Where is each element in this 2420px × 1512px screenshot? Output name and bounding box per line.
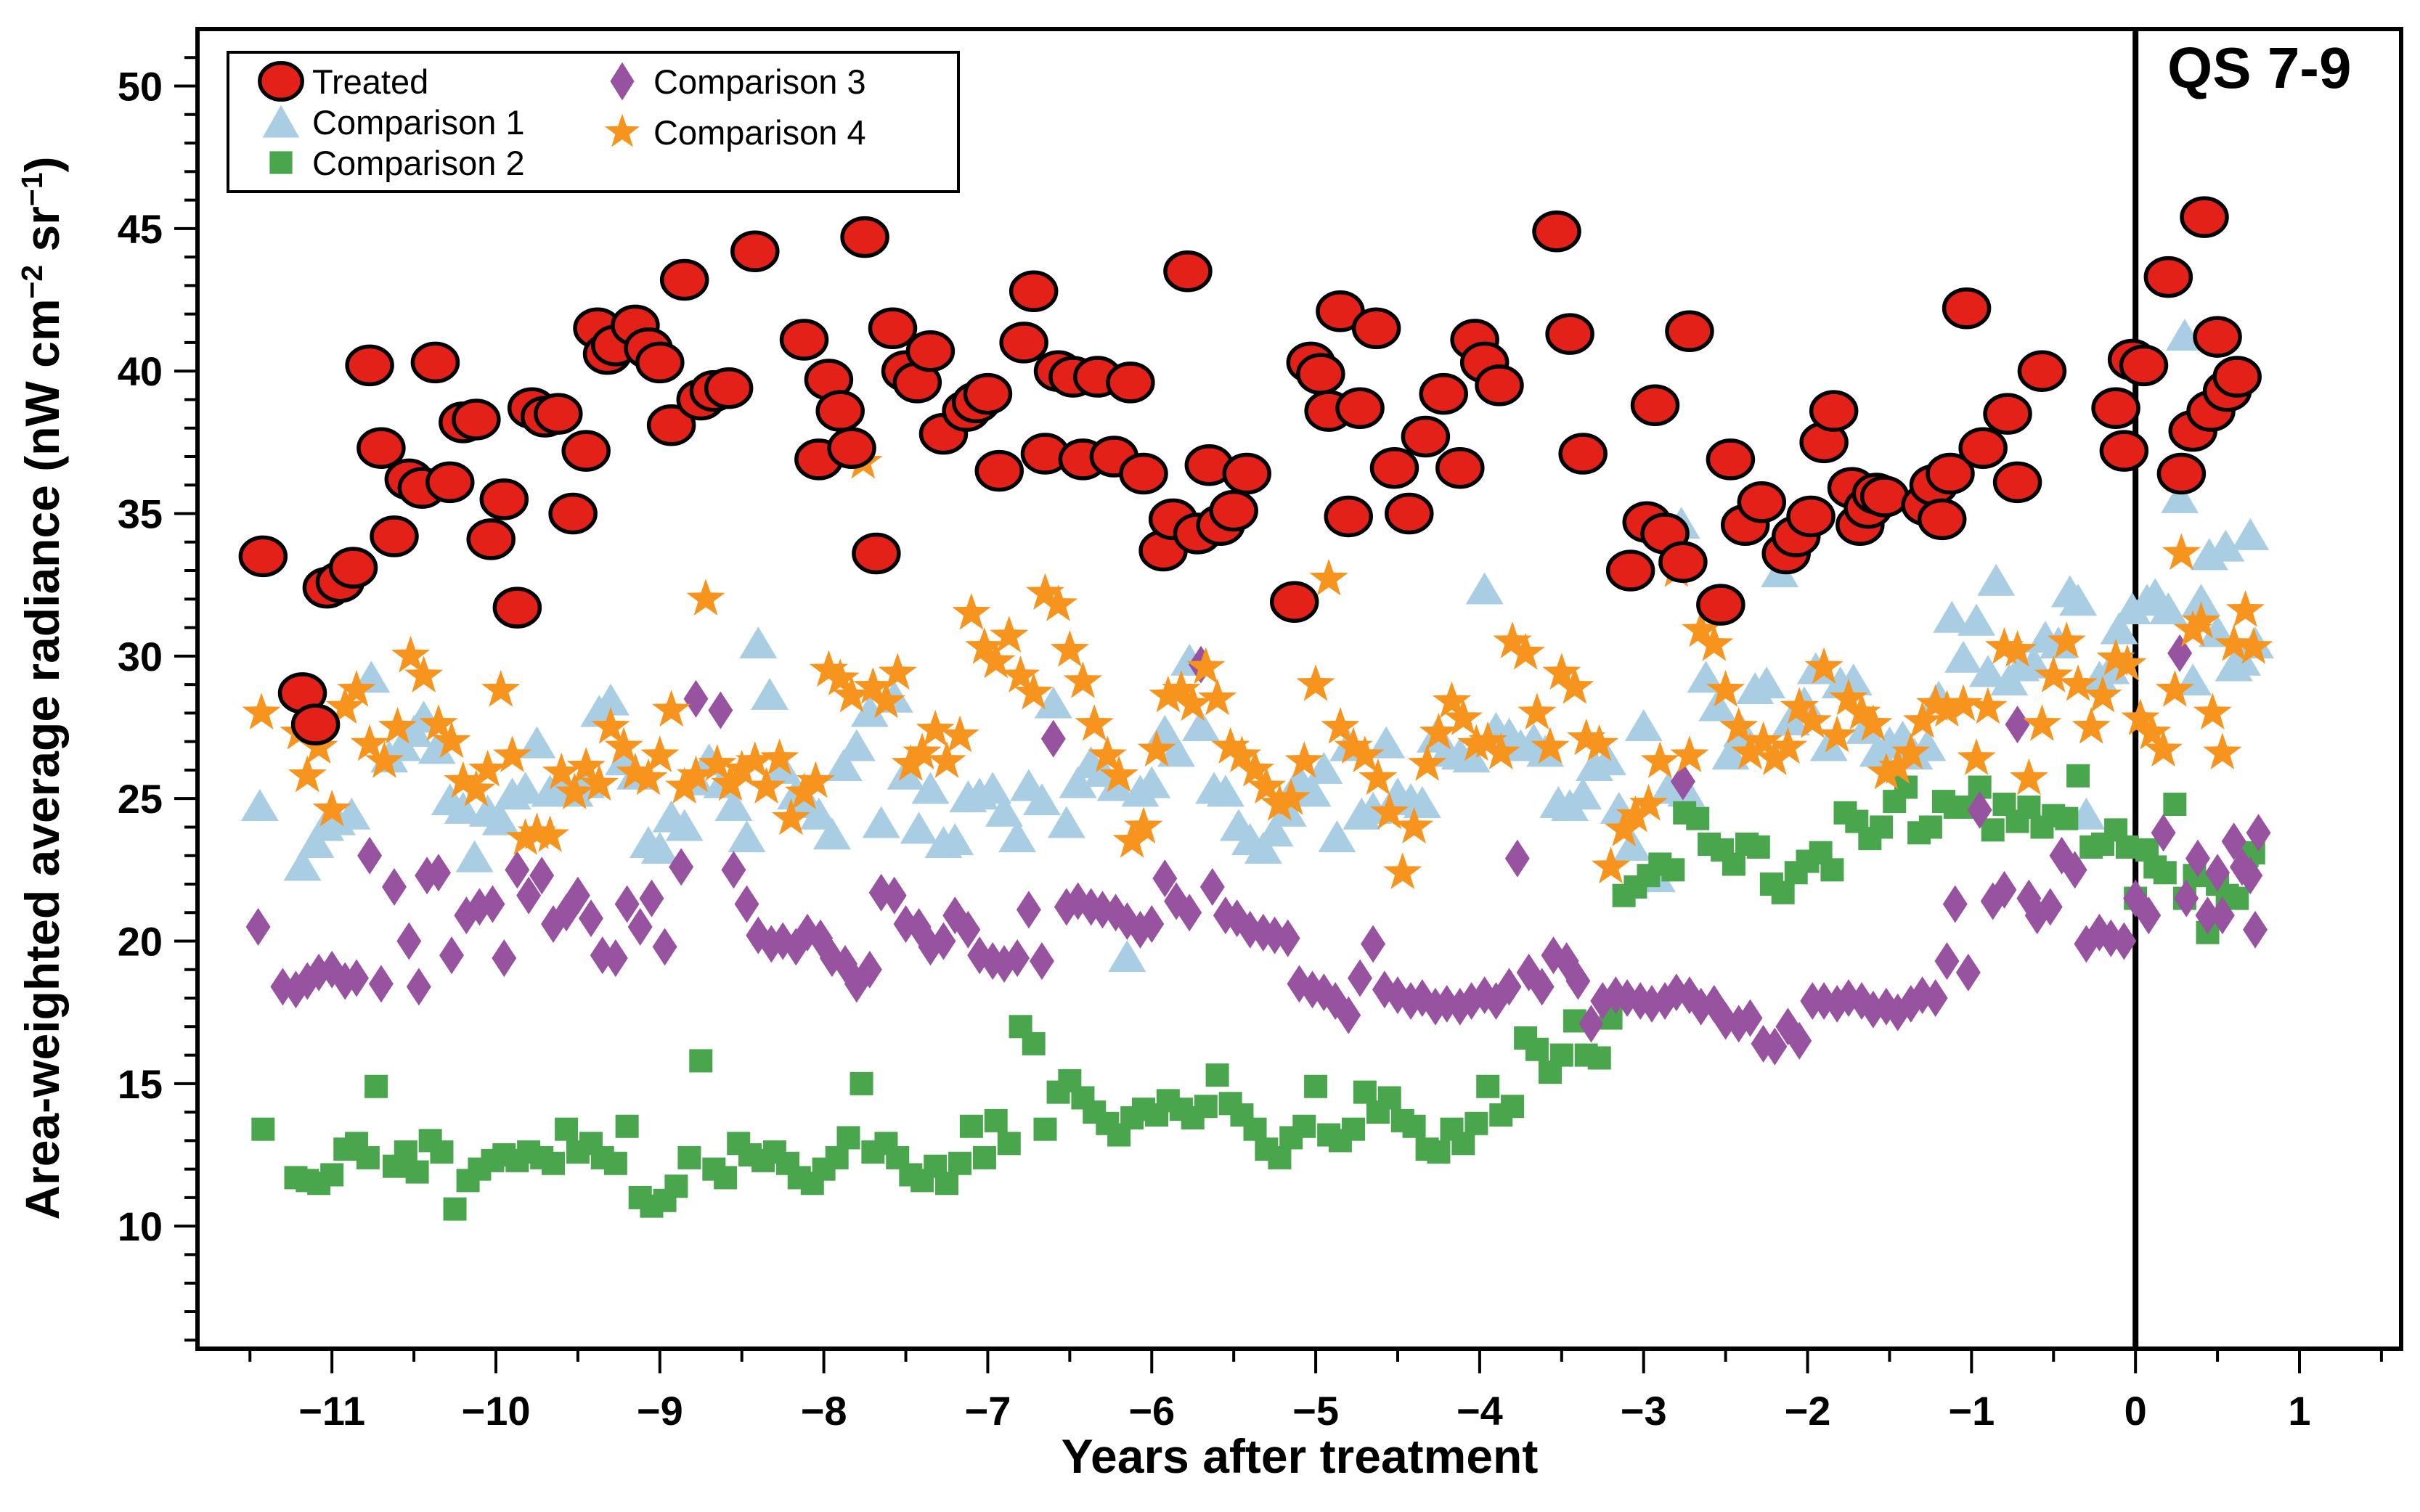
svg-text:0: 0: [2124, 1388, 2147, 1434]
axis-ticks: [174, 56, 2383, 1373]
legend-label: Comparison 2: [312, 143, 525, 182]
series-comparison-4: [242, 441, 2273, 889]
svg-text:50: 50: [118, 64, 163, 110]
x-tick-labels: −11 −10 −9 −8 −7 −6 −5 −4 −3 −2 −1 0 1: [298, 1388, 2310, 1434]
legend-label: Comparison 3: [653, 62, 866, 101]
svg-text:−9: −9: [637, 1388, 683, 1434]
svg-text:−4: −4: [1457, 1388, 1503, 1434]
series-comparison-3: [245, 634, 2271, 1066]
svg-text:20: 20: [118, 919, 163, 965]
legend-item-comparison-4: Comparison 4: [591, 112, 957, 152]
svg-text:−8: −8: [801, 1388, 847, 1434]
svg-text:−1: −1: [1948, 1388, 1995, 1434]
svg-text:45: 45: [118, 206, 163, 252]
legend-label: Treated: [312, 62, 429, 101]
svg-text:1: 1: [2288, 1388, 2310, 1434]
x-axis-title: Years after treatment: [1061, 1429, 1539, 1483]
legend-item-comparison-2: Comparison 2: [250, 142, 591, 183]
svg-text:−3: −3: [1621, 1388, 1667, 1434]
plot-border: [195, 27, 2403, 1351]
svg-text:15: 15: [118, 1061, 163, 1107]
svg-text:40: 40: [118, 348, 163, 394]
svg-text:25: 25: [118, 776, 163, 822]
comparison2-square-icon: [250, 139, 312, 186]
y-axis-title: Area-weighted average radiance (nW cm−2 …: [15, 156, 69, 1220]
legend-label: Comparison 1: [312, 102, 525, 142]
series-treated: [238, 196, 2262, 745]
series-comparison-2: [251, 764, 2265, 1221]
svg-text:−5: −5: [1292, 1388, 1339, 1434]
legend-label: Comparison 4: [653, 113, 866, 152]
svg-text:−10: −10: [461, 1388, 530, 1434]
svg-text:−6: −6: [1128, 1388, 1175, 1434]
svg-text:−11: −11: [298, 1388, 365, 1434]
y-tick-labels: 10 15 20 25 30 35 40 45 50: [118, 64, 163, 1250]
comparison4-star-icon: [591, 109, 653, 155]
legend-item-treated: Treated: [250, 58, 591, 105]
annotation-label: QS 7-9: [2167, 36, 2352, 100]
treated-circle-icon: [250, 58, 312, 105]
svg-text:−7: −7: [965, 1388, 1011, 1434]
legend-item-comparison-3: Comparison 3: [591, 61, 957, 102]
comparison3-diamond-icon: [591, 58, 653, 105]
svg-text:−2: −2: [1785, 1388, 1831, 1434]
svg-text:10: 10: [118, 1204, 163, 1249]
comparison1-triangle-icon: [250, 99, 312, 145]
svg-text:30: 30: [118, 634, 163, 679]
legend-item-comparison-1: Comparison 1: [250, 102, 591, 142]
svg-text:35: 35: [118, 491, 163, 537]
legend: Treated Comparison 1 Comparison 2 Com: [227, 51, 960, 193]
